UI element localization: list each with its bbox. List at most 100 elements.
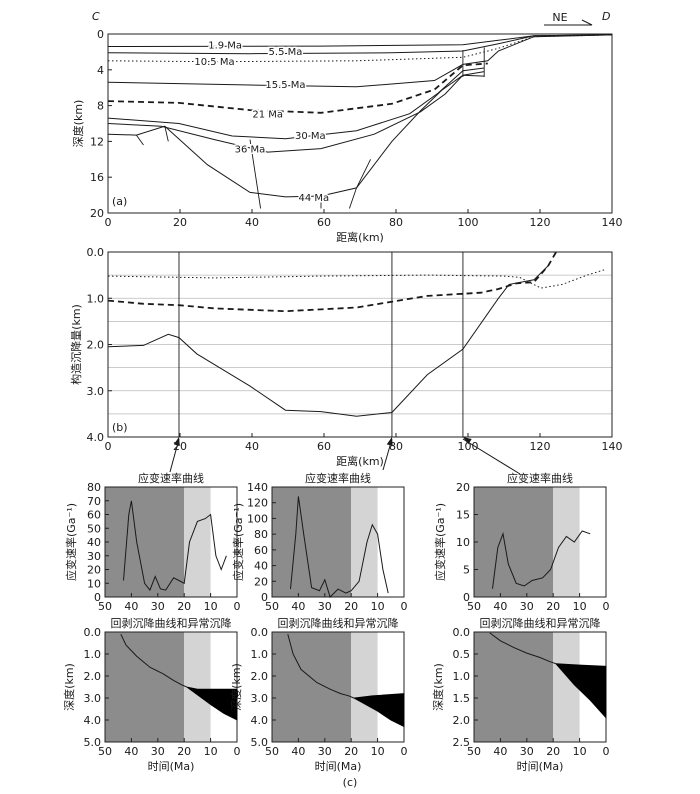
y-tick-label: 60	[254, 544, 268, 557]
x-tick-label: 20	[173, 216, 187, 229]
panel-label: (b)	[112, 421, 128, 434]
x-tick-label: 80	[389, 216, 403, 229]
x-tick-label: 20	[546, 600, 560, 613]
y-tick-label: 0	[463, 591, 470, 604]
y-axis-label: 应变速率(Ga⁻¹)	[64, 503, 78, 581]
x-tick-label: 10	[371, 745, 385, 758]
anomaly-area	[352, 693, 405, 728]
chart-title: 回剥沉降曲线和异常沉降	[278, 616, 399, 630]
y-tick-label: 0	[261, 591, 268, 604]
panel-b: 0 20 40 60 80 100 120 140 0.0 1.0 2.0 3.0 4.0 距离(km) 构…	[69, 246, 623, 468]
series-line-2	[107, 34, 613, 63]
y-tick-label: 0.0	[87, 246, 105, 259]
chart-title: 回剥沉降曲线和异常沉降	[480, 616, 601, 630]
direction-arrow	[544, 19, 593, 26]
x-tick-label: 50	[467, 600, 481, 613]
x-tick-label: 50	[467, 745, 481, 758]
plot-frame	[104, 631, 238, 743]
series-line-0	[120, 633, 187, 688]
series-line-0	[492, 530, 591, 589]
y-tick-label: 30	[87, 550, 101, 563]
y-axis-label: 深度(km)	[229, 663, 243, 711]
y-tick-label: 20	[456, 481, 470, 494]
x-tick-label: 50	[265, 745, 279, 758]
shade-band-0	[272, 632, 352, 742]
x-tick-label: 0	[603, 600, 610, 613]
x-tick-label: 10	[573, 745, 587, 758]
shade-band-0	[105, 487, 185, 597]
x-axis-label: 距离(km)	[336, 454, 384, 468]
shade-band-1	[351, 487, 378, 597]
series-label-5: 30 Ma	[295, 131, 326, 142]
x-tick-label: 0	[401, 745, 408, 758]
x-tick-label: 40	[245, 440, 259, 453]
x-tick-label: 0	[401, 600, 408, 613]
chart-title: 应变速率曲线	[138, 471, 204, 485]
panel-a: 0 20 40 60 80 100 120 140048121620距离(km)深度(km)1…	[71, 10, 623, 244]
y-tick-label: 4.0	[84, 714, 102, 727]
y-tick-label: 3.0	[84, 692, 102, 705]
y-tick-label: 0.5	[453, 648, 471, 661]
x-tick-label: 30	[318, 600, 332, 613]
y-tick-label: 20	[90, 207, 104, 220]
x-tick-label: 60	[317, 216, 331, 229]
series-label-4: 21 Ma	[252, 110, 283, 121]
connector-arrowhead-0	[173, 437, 180, 446]
y-tick-label: 5.0	[84, 736, 102, 749]
y-tick-label: 0	[94, 591, 101, 604]
fault-line-1	[164, 126, 169, 142]
fault-line-4	[356, 159, 372, 189]
x-tick-label: 10	[204, 745, 218, 758]
y-tick-label: 80	[254, 528, 268, 541]
y-axis-label: 深度(km)	[62, 663, 76, 711]
series-line-5	[107, 67, 485, 140]
x-tick-label: 40	[245, 216, 259, 229]
series-label-0: 1.9 Ma	[208, 41, 242, 52]
x-axis-label: 距离(km)	[336, 230, 384, 244]
panel-c6: 50 40 30 20 10 0 0.0 0.5 1.0 1.5 2.0 2.5 时间(Ma) 深度(km…	[431, 616, 610, 773]
y-tick-label: 120	[247, 497, 268, 510]
x-tick-label: 20	[344, 745, 358, 758]
series-line-1	[108, 250, 559, 313]
y-tick-label: 40	[87, 536, 101, 549]
x-tick-label: 0	[603, 745, 610, 758]
x-tick-label: 50	[265, 600, 279, 613]
y-tick-label: 80	[87, 481, 101, 494]
x-tick-label: 0	[105, 216, 112, 229]
x-tick-label: 30	[318, 745, 332, 758]
y-axis-label: 深度(km)	[431, 663, 445, 711]
x-tick-label: 40	[493, 600, 507, 613]
anomaly-area	[554, 663, 607, 719]
x-tick-label: 40	[493, 745, 507, 758]
panel-c3: 50 40 30 20 10 0 0 5 10 15 20 应变速率(Ga⁻¹) 应变速率曲线	[433, 471, 610, 613]
x-tick-label: 0	[234, 745, 241, 758]
y-tick-label: 12	[90, 135, 104, 148]
x-tick-label: 40	[124, 745, 138, 758]
fault-line-2	[249, 139, 262, 209]
chart-title: 应变速率曲线	[305, 471, 371, 485]
y-tick-label: 5.0	[251, 736, 269, 749]
y-tick-label: 50	[87, 522, 101, 535]
y-tick-label: 16	[90, 171, 104, 184]
series-line-0	[123, 500, 227, 592]
y-tick-label: 0	[97, 28, 104, 41]
x-tick-label: 50	[98, 745, 112, 758]
x-axis-label: 时间(Ma)	[517, 760, 564, 773]
x-tick-label: 20	[177, 745, 191, 758]
x-tick-label: 50	[98, 600, 112, 613]
y-tick-label: 1.5	[453, 692, 471, 705]
x-tick-label: 30	[151, 745, 165, 758]
y-tick-label: 5	[463, 564, 470, 577]
panel-label: (a)	[112, 195, 127, 208]
shade-band-0	[474, 632, 554, 742]
y-tick-label: 3.0	[87, 385, 105, 398]
y-tick-label: 0.0	[251, 626, 269, 639]
plot-frame	[271, 631, 405, 743]
x-tick-label: 20	[546, 745, 560, 758]
connector-arrowhead-2	[462, 437, 472, 445]
panel-c5: 50 40 30 20 10 0 0.0 1.0 2.0 3.0 4.0 5.0 时间(Ma) 深度(km…	[229, 616, 408, 773]
y-axis-label: 应变速率(Ga⁻¹)	[231, 503, 245, 581]
y-tick-label: 1.0	[87, 292, 105, 305]
y-tick-label: 4.0	[251, 714, 269, 727]
